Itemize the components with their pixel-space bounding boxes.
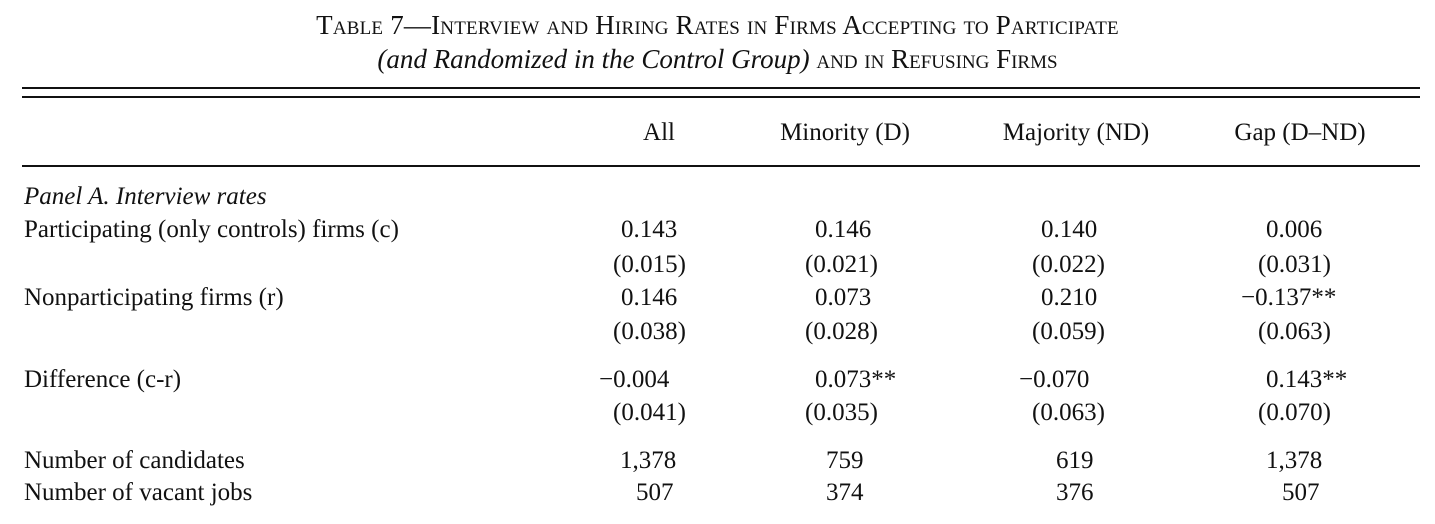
- cell-nonparticipating-majority: 0.210: [1041, 284, 1098, 311]
- table-title-rest: and in Refusing Firms: [809, 44, 1058, 74]
- se-difference-majority: (0.063): [1032, 399, 1105, 426]
- table-title-line1: Table 7—Interview and Hiring Rates in Fi…: [316, 10, 1119, 40]
- cell-candidates-gap: 1,378: [1266, 447, 1323, 474]
- cell-candidates-minority: 759: [826, 447, 864, 474]
- se-participating-minority: (0.021): [805, 251, 878, 278]
- top-rule-1: [22, 87, 1420, 89]
- cell-difference-minority: 0.073**: [815, 366, 897, 393]
- se-nonparticipating-gap: (0.063): [1258, 318, 1331, 345]
- row-label-vacant-jobs: Number of vacant jobs: [24, 479, 253, 506]
- cell-difference-majority: −0.070: [1019, 366, 1090, 393]
- cell-vacant-jobs-majority: 376: [1056, 479, 1094, 506]
- cell-vacant-jobs-minority: 374: [826, 479, 864, 506]
- se-difference-all: (0.041): [613, 399, 686, 426]
- table-title: Table 7—Interview and Hiring Rates in Fi…: [0, 8, 1435, 76]
- cell-difference-all: −0.004: [599, 366, 670, 393]
- cell-difference-gap: 0.143**: [1266, 366, 1348, 393]
- cell-candidates-all: 1,378: [620, 447, 677, 474]
- se-participating-majority: (0.022): [1032, 251, 1105, 278]
- cell-nonparticipating-minority: 0.073: [815, 284, 872, 311]
- se-nonparticipating-minority: (0.028): [805, 318, 878, 345]
- se-participating-all: (0.015): [613, 251, 686, 278]
- se-nonparticipating-majority: (0.059): [1032, 318, 1105, 345]
- cell-vacant-jobs-gap: 507: [1282, 479, 1320, 506]
- se-difference-gap: (0.070): [1258, 399, 1331, 426]
- row-label-nonparticipating: Nonparticipating firms (r): [24, 284, 284, 311]
- table-title-italic: (and Randomized in the Control Group): [377, 44, 810, 74]
- row-label-candidates: Number of candidates: [24, 447, 245, 474]
- column-header-minority: Minority (D): [780, 119, 910, 146]
- se-difference-minority: (0.035): [805, 399, 878, 426]
- se-participating-gap: (0.031): [1258, 251, 1331, 278]
- column-header-all: All: [643, 119, 675, 146]
- row-label-participating: Participating (only controls) firms (c): [24, 216, 399, 243]
- header-rule: [22, 165, 1420, 167]
- row-label-difference: Difference (c-r): [24, 366, 182, 393]
- cell-participating-majority: 0.140: [1041, 216, 1098, 243]
- cell-candidates-majority: 619: [1056, 447, 1094, 474]
- cell-participating-minority: 0.146: [815, 216, 872, 243]
- table-title-line2: (and Randomized in the Control Group) an…: [0, 42, 1435, 76]
- cell-participating-gap: 0.006: [1266, 216, 1323, 243]
- top-rule-2: [22, 96, 1420, 98]
- column-header-majority: Majority (ND): [1002, 119, 1150, 146]
- cell-nonparticipating-all: 0.146: [621, 284, 678, 311]
- cell-vacant-jobs-all: 507: [636, 479, 674, 506]
- se-nonparticipating-all: (0.038): [613, 318, 686, 345]
- cell-nonparticipating-gap: −0.137**: [1241, 284, 1337, 311]
- cell-participating-all: 0.143: [621, 216, 678, 243]
- column-header-gap: Gap (D–ND): [1234, 119, 1366, 146]
- panel-a-title: Panel A. Interview rates: [24, 183, 267, 210]
